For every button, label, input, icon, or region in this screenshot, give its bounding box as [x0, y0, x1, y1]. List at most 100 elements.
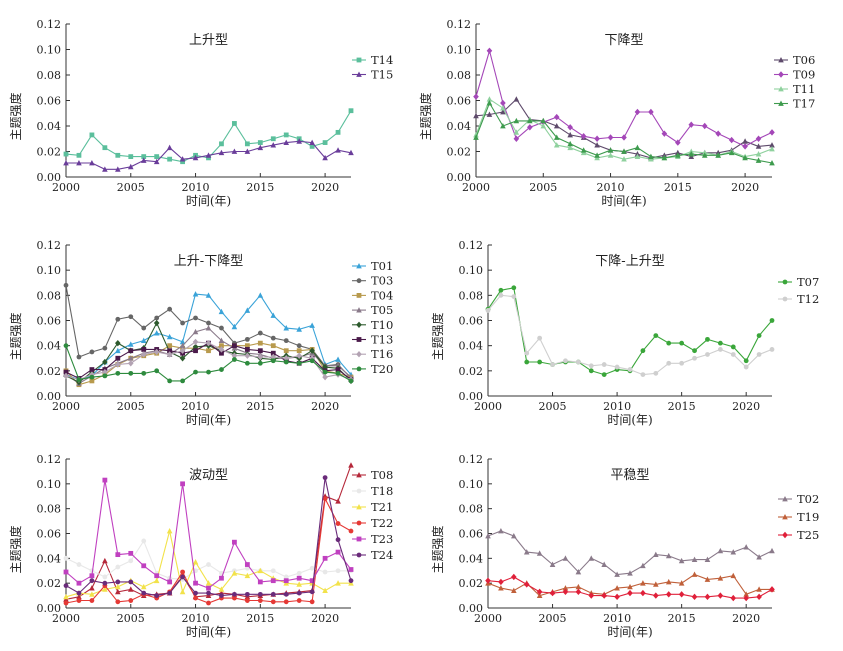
data-point — [755, 157, 762, 163]
data-point — [756, 352, 762, 357]
data-point — [309, 565, 315, 571]
data-point — [567, 131, 573, 138]
x-tick-label: 2010 — [603, 400, 631, 413]
chart-title: 波动型 — [189, 468, 228, 483]
data-point — [580, 147, 587, 153]
data-point — [166, 333, 173, 340]
y-tick-label: 0.06 — [459, 528, 484, 541]
legend-item-T17: T17 — [774, 97, 815, 111]
y-tick-label: 0.02 — [37, 146, 62, 159]
data-point — [257, 567, 264, 574]
series-T02 — [485, 528, 775, 577]
data-point — [742, 154, 748, 161]
data-point — [588, 592, 595, 599]
y-tick-label: 0.04 — [37, 552, 62, 565]
data-point — [270, 353, 277, 361]
data-point — [688, 121, 695, 128]
data-point — [665, 591, 672, 598]
data-point — [742, 138, 748, 144]
data-point — [309, 358, 315, 364]
data-point — [76, 354, 82, 360]
data-point — [128, 558, 134, 564]
data-point — [309, 139, 315, 145]
data-point — [309, 578, 315, 584]
data-point — [678, 591, 685, 598]
data-point — [283, 578, 289, 584]
data-point — [549, 589, 556, 597]
data-point — [511, 532, 517, 539]
legend-label: T25 — [797, 528, 819, 542]
x-tick-label: 2010 — [182, 181, 210, 194]
data-point — [76, 159, 82, 166]
data-point — [127, 355, 134, 361]
data-point — [232, 595, 237, 601]
legend-item-T18: T18 — [352, 484, 393, 498]
data-point — [523, 581, 530, 588]
data-point — [115, 166, 121, 172]
legend-marker — [356, 488, 362, 494]
x-tick-label: 2010 — [603, 612, 631, 625]
data-point — [167, 590, 173, 596]
legend-label: T02 — [797, 492, 819, 506]
data-point — [179, 156, 186, 162]
data-point — [666, 360, 672, 366]
x-tick-label: 2015 — [664, 181, 692, 194]
data-point — [257, 348, 263, 354]
data-point — [153, 319, 160, 327]
data-point — [769, 547, 775, 554]
y-tick-label: 0.12 — [37, 239, 62, 252]
y-tick-label: 0.02 — [37, 365, 62, 378]
data-point — [179, 338, 186, 345]
data-point — [634, 144, 641, 151]
chart-title: 上升-下降型 — [174, 254, 243, 269]
data-point — [283, 132, 289, 138]
legend-marker — [778, 71, 784, 78]
data-point — [511, 294, 517, 299]
data-point — [128, 598, 134, 603]
chart-title: 下降型 — [604, 33, 643, 48]
data-point — [691, 571, 698, 577]
data-point — [128, 154, 134, 159]
series-line — [65, 480, 352, 589]
y-tick-label: 0.00 — [459, 602, 484, 615]
data-point — [688, 151, 695, 157]
data-point — [335, 367, 341, 372]
data-point — [717, 340, 723, 346]
data-point — [140, 583, 147, 590]
data-point — [218, 346, 225, 353]
data-point — [244, 565, 250, 571]
legend-marker — [782, 296, 788, 302]
legend-label: T08 — [371, 468, 393, 482]
data-point — [102, 358, 108, 366]
legend-label: T22 — [371, 516, 393, 530]
data-point — [322, 569, 328, 575]
legend-label: T24 — [371, 548, 393, 562]
data-point — [715, 152, 721, 158]
data-point — [180, 481, 185, 487]
data-point — [192, 291, 199, 297]
data-point — [244, 336, 250, 342]
data-point — [653, 370, 659, 376]
data-point — [102, 373, 108, 379]
data-point — [244, 141, 250, 147]
data-point — [167, 579, 173, 585]
data-point — [601, 372, 607, 378]
legend-item-T25: T25 — [778, 528, 819, 542]
data-point — [485, 532, 491, 539]
y-tick-label: 0.08 — [459, 289, 484, 302]
legend-item-T22: T22 — [352, 516, 393, 530]
legend-marker — [356, 351, 362, 358]
data-point — [634, 153, 641, 159]
x-tick-label: 2000 — [474, 612, 502, 625]
legend-item-T03: T03 — [352, 274, 393, 288]
data-point — [166, 351, 173, 358]
data-point — [309, 144, 315, 149]
series-line — [475, 48, 773, 148]
data-point — [219, 141, 224, 147]
data-point — [244, 148, 251, 154]
data-point — [769, 142, 775, 148]
y-tick-label: 0.00 — [459, 390, 484, 403]
data-point — [257, 598, 263, 603]
data-point — [594, 135, 600, 142]
data-point — [244, 591, 250, 597]
